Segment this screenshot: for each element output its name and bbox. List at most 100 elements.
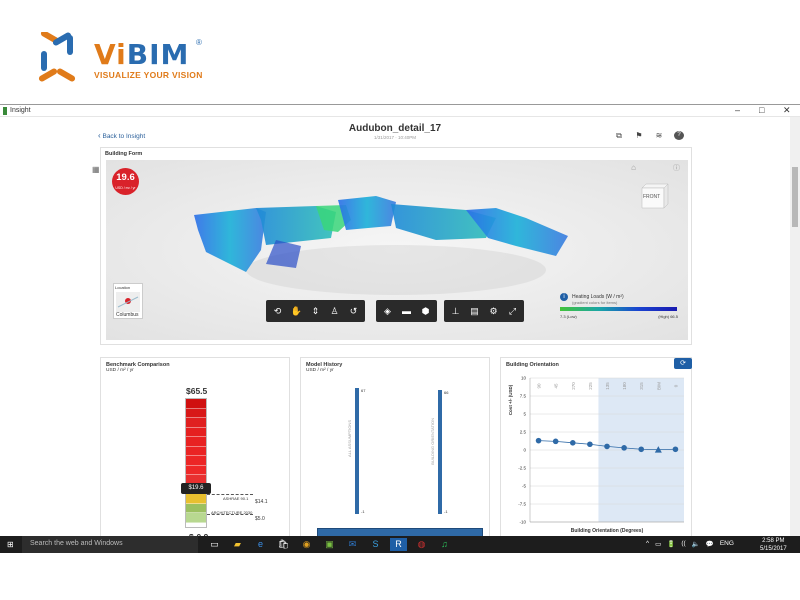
spotify-icon[interactable]: ♫ — [441, 539, 448, 549]
history-bar-bottom: -1 — [361, 509, 365, 514]
benchmark-top-value: $65.5 — [186, 386, 208, 396]
y-tick-label: -5 — [522, 484, 526, 489]
flag-icon[interactable]: ⚑ — [635, 131, 643, 140]
cube-icon[interactable]: ◈ — [384, 305, 391, 316]
legend-info-icon[interactable]: i — [560, 293, 568, 301]
skype-icon[interactable]: S — [372, 539, 379, 549]
section-icon[interactable]: ▬ — [402, 306, 411, 316]
tree-icon[interactable]: ⊥ — [451, 305, 460, 316]
benchmark-segment — [186, 446, 206, 456]
box-icon[interactable]: ⬢ — [421, 305, 430, 316]
logo-tagline: VISUALIZE YOUR VISION — [94, 70, 203, 80]
model-history-unit: USD / m² / yr — [306, 368, 334, 373]
building-wing-center-left — [256, 206, 336, 245]
outlook-icon[interactable]: ✉ — [348, 539, 357, 549]
history-bar[interactable] — [355, 388, 359, 514]
x-axis-label: Building Orientation (Degrees) — [571, 528, 644, 534]
location-map — [116, 292, 140, 312]
orientation-title: Building Orientation — [506, 362, 559, 368]
app-icon[interactable]: ◍ — [417, 539, 426, 549]
explorer-icon[interactable]: ▰ — [234, 539, 241, 549]
zoom-icon[interactable]: ⇕ — [311, 305, 320, 316]
tray-chevron-icon[interactable]: ^ — [646, 540, 650, 547]
clock-date: 5/15/2017 — [760, 546, 787, 552]
chevron-left-icon: ‹ — [98, 131, 101, 140]
photos-icon[interactable]: ▣ — [325, 539, 334, 549]
close-button[interactable]: ✕ — [783, 105, 791, 115]
architecture-label: ARCHITECTURE 2030 — [211, 510, 253, 515]
location-card[interactable]: Location Columbus — [113, 283, 143, 319]
compare-icon[interactable]: ⧉ — [616, 131, 622, 140]
settings-toolbar: ⊥ ▤ ⚙ ⤢ — [444, 300, 524, 322]
benchmark-segment — [186, 408, 206, 418]
benchmark-segment — [186, 465, 206, 475]
architecture-value: $5.0 — [255, 516, 265, 522]
building-form-label: Building Form — [105, 151, 143, 157]
view-cube[interactable]: FRONT — [640, 182, 670, 210]
benchmark-segment — [186, 427, 206, 437]
ashrae-line — [207, 494, 253, 495]
navigation-toolbar: ⟲ ✋ ⇕ ♙ ↺ — [266, 300, 365, 322]
building-core — [338, 196, 396, 230]
y-tick-label: 10 — [521, 376, 527, 381]
legend-color-bar — [560, 307, 677, 311]
building-orientation-card: Building Orientation ⟳ 10 7.5 5 2.5 0 -2.5 -5 -… — [500, 357, 692, 537]
layers-icon[interactable]: ≋ — [655, 131, 663, 140]
taskbar-clock[interactable]: 2:58 PM 5/15/2017 — [760, 537, 787, 553]
history-icon[interactable]: ↺ — [349, 305, 358, 316]
taskbar-search-box[interactable]: Search the web and Windows — [22, 536, 198, 553]
legend-title: Heating Loads (W / m²) — [572, 294, 624, 300]
vertical-scrollbar[interactable] — [790, 117, 800, 537]
x-tick-label: 135 — [605, 382, 610, 390]
app-content: ‹ Back to Insight Audubon_detail_17 1/31… — [0, 117, 790, 542]
help-icon[interactable]: ? — [674, 131, 684, 140]
building-model[interactable] — [106, 160, 688, 340]
revit-icon[interactable]: R — [390, 538, 407, 551]
home-icon[interactable]: ⌂ — [631, 163, 636, 172]
history-bar-bottom: -1 — [444, 509, 448, 514]
pan-icon[interactable]: ✋ — [290, 305, 303, 316]
system-tray: ^ ▭ 🔋 (( 🔈 💬 ENG — [646, 540, 734, 548]
ashrae-value: $14.1 — [255, 499, 268, 505]
maximize-button[interactable]: □ — [759, 105, 765, 115]
y-tick-label: 0 — [523, 448, 526, 453]
3d-viewport[interactable]: 19.6 USD / m² / yr ⌂ ⓘ FRONT — [106, 160, 688, 340]
orbit-icon[interactable]: ⟲ — [273, 305, 282, 316]
tile-grid-icon[interactable]: ▦ — [92, 165, 100, 174]
fit-icon[interactable]: ⤢ — [508, 305, 517, 316]
settings-icon[interactable]: ⚙ — [489, 305, 498, 316]
data-point — [621, 445, 627, 451]
tray-tablet-icon[interactable]: ▭ — [655, 541, 662, 548]
benchmark-title: Benchmark Comparison — [106, 362, 170, 368]
wifi-icon[interactable]: (( — [681, 540, 686, 547]
language-icon[interactable]: ENG — [719, 540, 734, 547]
x-tick-label: 0 — [673, 384, 678, 387]
ashrae-label: ASHRAE 90.1 — [223, 496, 249, 501]
history-bar[interactable] — [438, 390, 442, 514]
walk-icon[interactable]: ♙ — [330, 305, 339, 316]
registered-mark: ® — [196, 38, 202, 47]
minimize-button[interactable]: – — [735, 105, 741, 115]
data-point — [587, 441, 593, 448]
info-icon[interactable]: ⓘ — [673, 165, 680, 172]
store-icon[interactable]: 🛍 — [277, 539, 290, 549]
document-icon[interactable]: ▤ — [470, 305, 479, 316]
x-tick-label: 225 — [588, 382, 593, 390]
data-point — [569, 440, 576, 446]
notification-icon[interactable]: 💬 — [705, 541, 714, 548]
benchmark-current-marker[interactable]: $19.6 — [181, 483, 211, 494]
sync-icon[interactable]: ⟳ — [674, 358, 692, 369]
model-toolbar: ◈ ▬ ⬢ — [376, 300, 437, 322]
task-view-icon[interactable]: ▭ — [210, 539, 219, 549]
windows-start-icon[interactable]: ⊞ — [7, 540, 14, 549]
chrome-icon[interactable]: ◉ — [302, 539, 311, 549]
back-to-insight-link[interactable]: ‹ Back to Insight — [98, 131, 145, 140]
scrollbar-thumb[interactable] — [792, 167, 798, 227]
edge-icon[interactable]: e — [257, 539, 263, 549]
back-to-insight-label: Back to Insight — [102, 133, 146, 140]
volume-icon[interactable]: 🔈 — [691, 541, 700, 548]
view-cube-icon — [641, 183, 669, 209]
battery-icon[interactable]: 🔋 — [667, 541, 676, 548]
history-bar-label: BUILDING ORIENTATION — [430, 418, 435, 465]
y-tick-label: 5 — [523, 412, 526, 417]
